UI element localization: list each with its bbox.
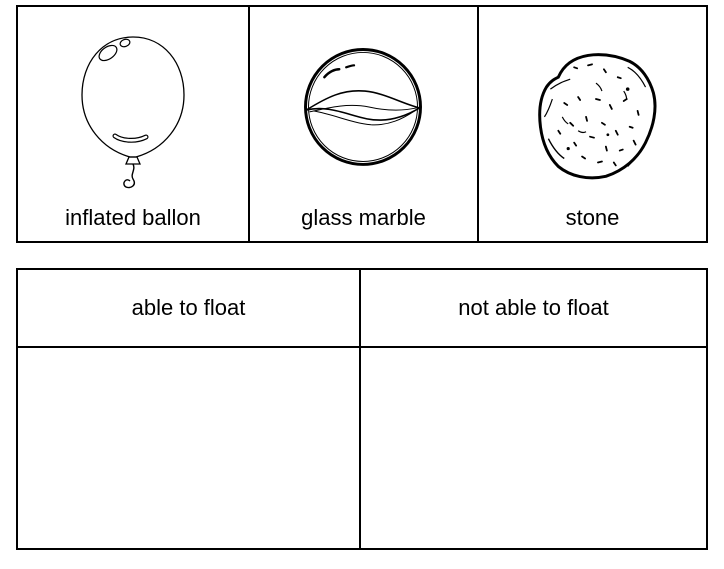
item-card-marble[interactable]: glass marble (248, 7, 477, 241)
item-label-marble: glass marble (301, 205, 426, 230)
balloon-icon (81, 36, 185, 189)
marble-icon (304, 47, 422, 166)
drop-zone-not-float[interactable] (361, 348, 706, 548)
stone-icon (538, 53, 657, 180)
item-label-balloon: inflated ballon (65, 205, 201, 230)
items-panel: inflated ballon glass marble (16, 5, 708, 243)
item-card-stone[interactable]: stone (477, 7, 706, 241)
column-header-not-float: not able to float (361, 270, 706, 348)
sort-table: able to float not able to float (16, 268, 708, 550)
item-label-stone: stone (565, 205, 620, 230)
item-card-balloon[interactable]: inflated ballon (18, 7, 248, 241)
column-header-float: able to float (18, 270, 361, 348)
drop-zone-float[interactable] (18, 348, 361, 548)
